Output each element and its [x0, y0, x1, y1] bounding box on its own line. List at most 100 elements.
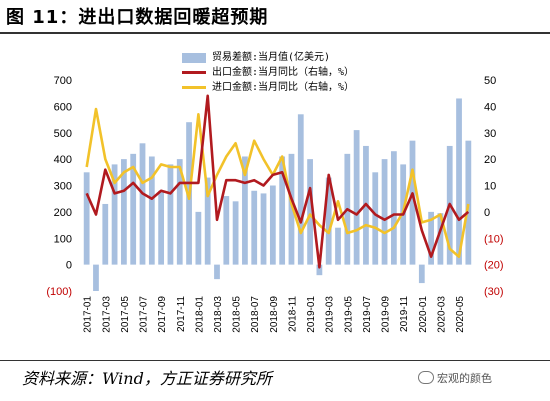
- x-tick-label: 2018-03: [213, 296, 224, 333]
- trade-balance-bar: [176, 159, 183, 265]
- legend-swatch-import: [182, 86, 206, 89]
- trade-balance-bar: [437, 213, 444, 265]
- title-rule: [0, 32, 550, 34]
- trade-balance-bar: [325, 177, 332, 265]
- wechat-icon: [418, 371, 434, 384]
- x-tick-label: 2018-01: [194, 296, 205, 333]
- left-tick-label: 500: [54, 128, 72, 140]
- trade-balance-bar: [456, 98, 462, 265]
- trade-balance-bar: [279, 156, 286, 265]
- legend-item-trade-balance: 贸易差额:当月值(亿美元): [182, 50, 354, 65]
- trade-balance-bar: [251, 190, 258, 265]
- x-tick-label: 2020-01: [418, 296, 429, 333]
- trade-balance-bar: [204, 177, 211, 265]
- left-tick-label: 600: [54, 101, 72, 113]
- chart-legend: 贸易差额:当月值(亿美元) 出口金额:当月同比（右轴，%） 进口金额:当月同比（…: [182, 50, 354, 95]
- legend-label: 进口金额:当月同比（右轴，%）: [212, 82, 355, 93]
- x-tick-label: 2020-03: [436, 296, 447, 333]
- import-yoy-line: [85, 107, 470, 259]
- x-tick-label: 2017-11: [176, 296, 187, 332]
- trade-balance-bar: [214, 264, 220, 280]
- trade-balance-bar: [297, 114, 304, 265]
- trade-balance-bar: [409, 140, 416, 265]
- x-tick-label: 2019-01: [306, 296, 317, 333]
- trade-balance-bar: [465, 140, 472, 265]
- trade-balance-bar: [121, 159, 127, 265]
- right-axis: (30) (20) (10) 0 10 20 30 40 50: [484, 75, 504, 298]
- x-tick-label: 2020-05: [455, 296, 466, 333]
- legend-swatch-bar: [182, 52, 206, 63]
- x-tick-label: 2017-07: [139, 296, 150, 333]
- left-tick-label: (100): [46, 286, 72, 298]
- x-tick-label: 2018-11: [287, 296, 298, 332]
- left-tick-label: 100: [54, 233, 72, 245]
- trade-balance-bar: [316, 264, 323, 276]
- right-tick-label: 20: [484, 154, 496, 166]
- trade-balance-bar: [307, 159, 313, 265]
- legend-label: 贸易差额:当月值(亿美元): [212, 52, 331, 63]
- trade-balance-bar: [428, 211, 434, 265]
- trade-balance-bar: [195, 211, 202, 265]
- x-tick-label: 2017-05: [120, 296, 131, 333]
- x-tick-label: 2017-01: [83, 296, 94, 333]
- x-tick-label: 2019-09: [381, 296, 392, 333]
- x-tick-label: 2018-05: [232, 296, 243, 333]
- trade-balance-bar: [353, 130, 360, 265]
- left-tick-label: 700: [54, 75, 72, 87]
- trade-balance-bar: [418, 264, 425, 284]
- trade-balance-bar: [372, 172, 379, 265]
- trade-balance-bar: [288, 153, 295, 265]
- trade-balance-bar: [148, 156, 155, 265]
- left-axis: (100) 0 100 200 300 400 500 600 700: [46, 75, 72, 298]
- x-tick-label: 2019-05: [343, 296, 354, 333]
- left-tick-label: 300: [54, 181, 72, 193]
- trade-balance-bar: [223, 196, 230, 265]
- right-tick-label: 10: [484, 181, 496, 193]
- x-axis: 2017-01 2017-03 2017-05 2017-07 2017-09 2017-…: [83, 296, 466, 333]
- right-tick-label: 0: [484, 207, 490, 219]
- legend-item-export: 出口金额:当月同比（右轴，%）: [182, 65, 354, 80]
- right-tick-label: (10): [484, 233, 504, 245]
- trade-balance-bar: [335, 227, 341, 265]
- export-yoy-line: [85, 94, 470, 269]
- x-tick-label: 2018-07: [250, 296, 261, 333]
- watermark: 宏观的颜色: [418, 370, 492, 386]
- trade-balance-bar: [167, 164, 174, 265]
- left-tick-label: 400: [54, 154, 72, 166]
- x-tick-label: 2019-07: [362, 296, 373, 333]
- legend-swatch-export: [182, 71, 206, 74]
- legend-label: 出口金额:当月同比（右轴，%）: [212, 67, 355, 78]
- footer-rule: [0, 360, 550, 361]
- right-tick-label: (20): [484, 260, 504, 272]
- trade-balance-bar: [83, 172, 90, 265]
- trade-balance-bar: [269, 185, 276, 265]
- right-tick-label: 40: [484, 101, 496, 113]
- left-tick-label: 200: [54, 207, 72, 219]
- legend-item-import: 进口金额:当月同比（右轴，%）: [182, 80, 354, 95]
- trade-balance-bar: [260, 193, 267, 265]
- x-tick-label: 2017-03: [101, 296, 112, 333]
- trade-balance-bar: [93, 264, 99, 291]
- trade-balance-bar: [242, 156, 248, 265]
- right-tick-label: 30: [484, 128, 496, 140]
- trade-balance-bar: [130, 153, 137, 265]
- left-tick-label: 0: [66, 260, 72, 272]
- x-tick-label: 2017-09: [157, 296, 168, 333]
- figure-title: 图 11：进出口数据回暖超预期: [6, 7, 269, 28]
- source-note: 资料来源：Wind，方正证券研究所: [22, 369, 272, 388]
- x-tick-label: 2019-11: [399, 296, 410, 332]
- trade-balance-bar: [102, 203, 109, 265]
- watermark-text: 宏观的颜色: [437, 372, 492, 385]
- x-tick-label: 2018-09: [269, 296, 280, 333]
- right-tick-label: 50: [484, 75, 496, 87]
- trade-balance-bar: [390, 151, 397, 265]
- trade-balance-bar: [111, 164, 118, 265]
- right-tick-label: (30): [484, 286, 504, 298]
- trade-balance-bar: [232, 201, 239, 265]
- trade-balance-bar: [381, 159, 388, 265]
- trade-balance-bar: [158, 190, 165, 265]
- yoy-lines: [85, 94, 470, 269]
- x-tick-label: 2019-03: [325, 296, 336, 333]
- trade-balance-bar: [139, 143, 146, 265]
